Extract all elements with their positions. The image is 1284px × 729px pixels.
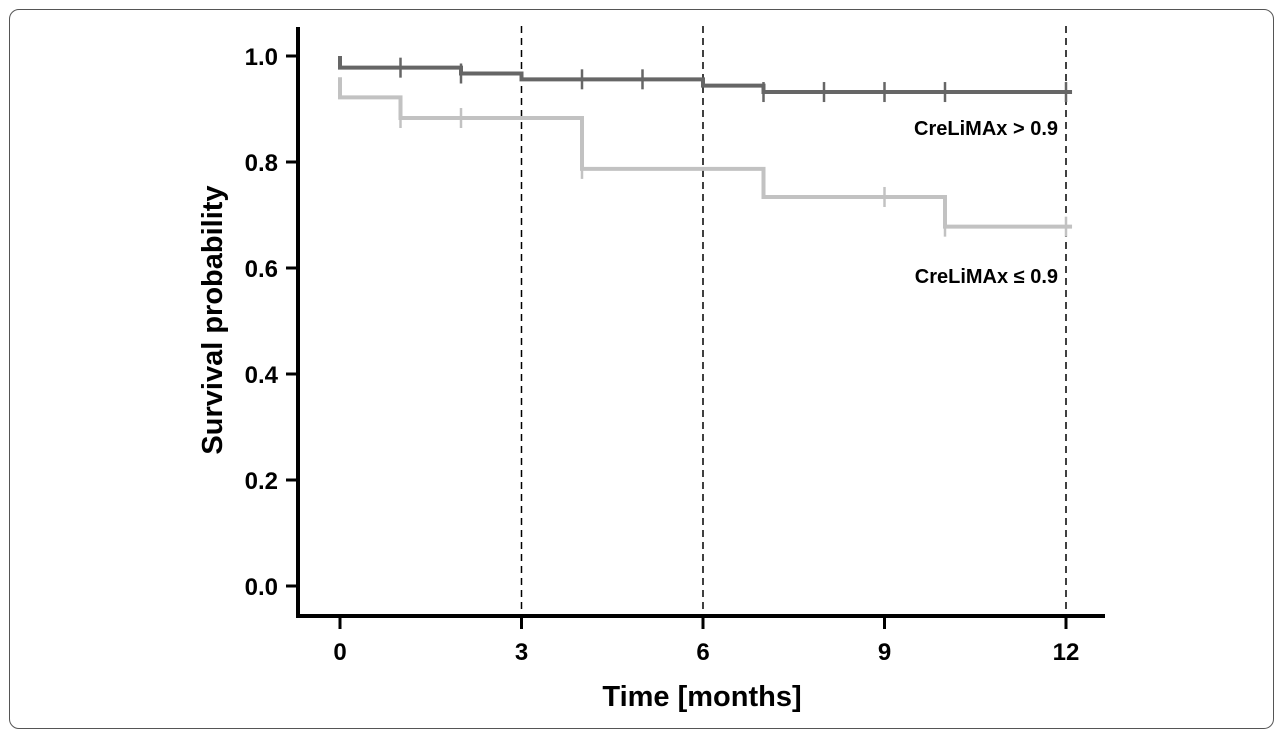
y-tick-label: 0.4 — [245, 362, 279, 389]
series-line — [338, 56, 1073, 95]
x-tick-label: 3 — [515, 639, 528, 666]
y-tick-label: 0.8 — [245, 150, 278, 177]
series-group — [338, 56, 1073, 237]
x-tick-label: 0 — [333, 639, 346, 666]
x-tick-label: 6 — [696, 639, 709, 666]
y-tick-label: 0.6 — [245, 256, 278, 283]
series-label-low: CreLiMAx ≤ 0.9 — [915, 266, 1058, 288]
y-axis-title: Survival probability — [197, 185, 229, 454]
reference-lines — [520, 26, 1067, 614]
series-label-high: CreLiMAx > 0.9 — [914, 118, 1058, 140]
x-ticks: 0 3 6 9 12 — [333, 616, 1079, 666]
x-tick-label: 9 — [878, 639, 891, 666]
x-axis-title: Time [months] — [602, 681, 801, 713]
survival-chart: 0.00.20.40.60.81.0 0 3 6 9 12 Time [months] … — [197, 26, 1105, 713]
y-ticks: 0.0 0.2 0.4 0.6 0.8 1.0 — [245, 44, 298, 601]
axes — [296, 27, 1105, 618]
y-tick-label: 1.0 — [245, 44, 278, 71]
x-tick-label: 12 — [1053, 639, 1080, 666]
series-line — [338, 77, 1073, 229]
y-tick-label: 0.0 — [245, 574, 278, 601]
y-tick-label: 0.2 — [245, 468, 278, 495]
